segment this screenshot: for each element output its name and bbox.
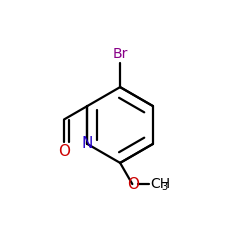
Text: Br: Br <box>112 48 128 62</box>
Text: O: O <box>127 176 139 192</box>
Text: O: O <box>58 144 70 160</box>
Text: 3: 3 <box>161 182 167 192</box>
Text: CH: CH <box>151 177 171 191</box>
Text: N: N <box>82 136 93 152</box>
